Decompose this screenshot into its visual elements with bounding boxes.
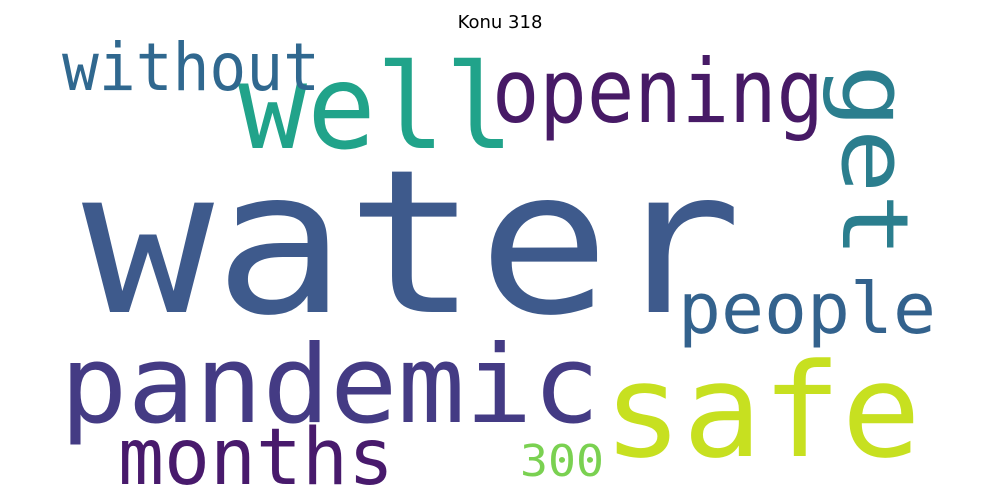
word-months: months [118,413,394,500]
word-people: people [678,268,936,350]
chart-title: Konu 318 [457,12,543,33]
word-well: well [238,38,514,176]
word-opening: opening [492,40,824,143]
word-water: water [82,127,742,360]
word-safe: safe [603,335,921,487]
word-get: get [821,64,928,258]
word-without: without [62,29,320,106]
word-pandemic: pandemic [60,323,600,448]
word-300: 300 [520,436,604,487]
